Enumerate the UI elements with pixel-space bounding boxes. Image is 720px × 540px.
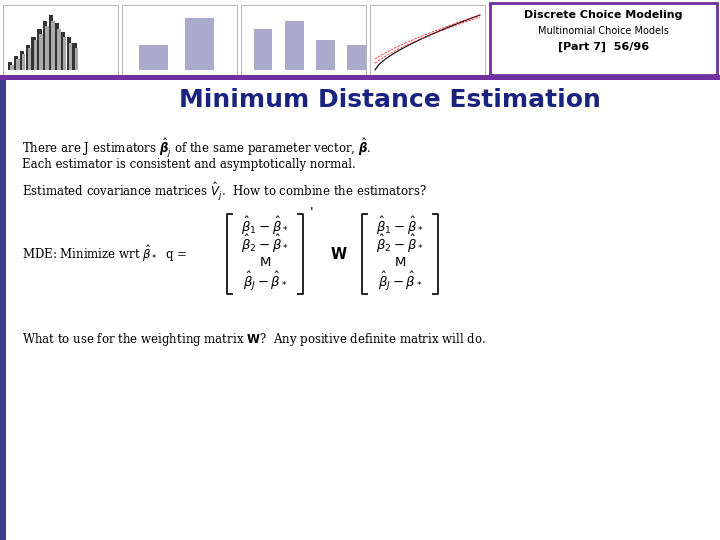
Bar [347, 45, 366, 70]
Bar [10, 64, 14, 70]
Bar [122, 5, 237, 75]
Bar [45, 26, 49, 70]
Bar [40, 34, 43, 70]
Text: Estimated covariance matrices $\hat{V}_j$.  How to combine the estimators?: Estimated covariance matrices $\hat{V}_j… [22, 180, 427, 202]
Bar [26, 45, 30, 70]
Text: $\hat{\beta}_2 - \hat{\beta}_*$: $\hat{\beta}_2 - \hat{\beta}_*$ [241, 233, 289, 255]
Bar [28, 48, 31, 70]
Text: Discrete Choice Modeling: Discrete Choice Modeling [524, 10, 683, 20]
Bar [19, 51, 24, 70]
Bar [22, 53, 25, 70]
Bar [14, 56, 18, 70]
Text: $\hat{\beta}_2 - \hat{\beta}_*$: $\hat{\beta}_2 - \hat{\beta}_*$ [376, 233, 424, 255]
Text: Multinomial Choice Models: Multinomial Choice Models [538, 26, 669, 36]
Bar [139, 45, 168, 70]
Bar [57, 29, 60, 70]
Text: There are J estimators $\hat{\boldsymbol{\beta}}_j$ of the same parameter vector: There are J estimators $\hat{\boldsymbol… [22, 136, 372, 159]
Bar [68, 43, 72, 70]
Bar [43, 21, 48, 70]
Bar [55, 23, 59, 70]
Bar [75, 48, 78, 70]
Text: $\hat{\beta}_J - \hat{\beta}_*$: $\hat{\beta}_J - \hat{\beta}_*$ [378, 269, 423, 293]
Bar [49, 15, 53, 70]
Bar [316, 40, 335, 70]
Bar [34, 40, 37, 70]
Text: MDE: Minimize wrt $\hat{\beta}_*$  q =: MDE: Minimize wrt $\hat{\beta}_*$ q = [22, 244, 189, 265]
Text: $\hat{\beta}_J - \hat{\beta}_*$: $\hat{\beta}_J - \hat{\beta}_*$ [243, 269, 287, 293]
Bar [73, 43, 77, 70]
Bar [0, 75, 720, 80]
Bar [284, 21, 304, 70]
Bar [37, 29, 42, 70]
Bar [66, 37, 71, 70]
Text: $\hat{\beta}_1 - \hat{\beta}_*$: $\hat{\beta}_1 - \hat{\beta}_*$ [376, 215, 424, 237]
Text: Each estimator is consistent and asymptotically normal.: Each estimator is consistent and asympto… [22, 158, 356, 171]
Bar [253, 29, 272, 70]
FancyBboxPatch shape [490, 3, 717, 75]
Bar [0, 0, 720, 78]
Text: ': ' [310, 206, 314, 219]
Text: Minimum Distance Estimation: Minimum Distance Estimation [179, 88, 601, 112]
Bar [241, 5, 366, 75]
Bar [8, 62, 12, 70]
Text: $\mathbf{W}$: $\mathbf{W}$ [330, 246, 348, 262]
Text: What to use for the weighting matrix $\mathbf{W}$?  Any positive definite matrix: What to use for the weighting matrix $\m… [22, 331, 486, 348]
Bar [60, 31, 65, 70]
Text: $\hat{\beta}_1 - \hat{\beta}_*$: $\hat{\beta}_1 - \hat{\beta}_*$ [241, 215, 289, 237]
Bar [32, 37, 36, 70]
Bar [16, 59, 19, 70]
Text: [Part 7]  56/96: [Part 7] 56/96 [558, 42, 649, 52]
Bar [185, 18, 214, 70]
Bar [370, 5, 485, 75]
Bar [3, 5, 118, 75]
Bar [0, 80, 6, 540]
Text: M: M [395, 256, 405, 269]
Bar [51, 21, 55, 70]
Bar [63, 37, 66, 70]
Text: M: M [259, 256, 271, 269]
